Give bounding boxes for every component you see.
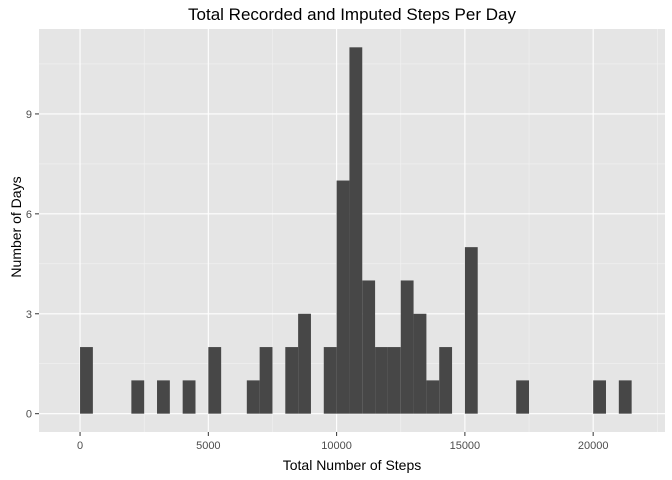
histogram-bar — [618, 380, 632, 414]
histogram-bar — [323, 347, 337, 414]
histogram-bar — [80, 347, 93, 414]
histogram-bar — [285, 347, 299, 414]
axis-ticks — [35, 113, 594, 436]
y-tick-label: 3 — [26, 309, 32, 321]
histogram-bar — [349, 47, 363, 414]
x-tick-label: 0 — [77, 440, 83, 452]
y-tick-label: 6 — [26, 209, 32, 221]
histogram-bar — [259, 347, 273, 414]
x-tick-label: 20000 — [578, 440, 609, 452]
x-tick-label: 5000 — [196, 440, 220, 452]
histogram-bar — [131, 380, 145, 414]
y-tick-label: 9 — [26, 109, 32, 121]
histogram-bar — [426, 380, 440, 414]
histogram-bar — [246, 380, 260, 414]
histogram-bar — [400, 280, 414, 414]
histogram-bar — [182, 380, 196, 414]
chart-title: Total Recorded and Imputed Steps Per Day — [188, 5, 516, 24]
x-axis-title: Total Number of Steps — [283, 457, 422, 473]
histogram-bar — [516, 380, 530, 414]
histogram-bar — [208, 347, 222, 414]
histogram-bar — [439, 347, 453, 414]
histogram-bar — [387, 347, 401, 414]
x-tick-label: 10000 — [321, 440, 352, 452]
x-tick-labels: 0 5000 10000 15000 20000 — [77, 440, 608, 452]
y-tick-label: 0 — [26, 409, 32, 421]
y-tick-labels: 0 3 6 9 — [26, 109, 32, 421]
x-tick-label: 15000 — [450, 440, 481, 452]
histogram-bar — [593, 380, 606, 414]
histogram-bar — [413, 313, 427, 414]
histogram-bars — [80, 47, 632, 414]
histogram-bar — [157, 380, 170, 414]
histogram-bar — [362, 280, 376, 414]
y-axis-title: Number of Days — [8, 176, 24, 277]
histogram-bar — [375, 347, 388, 414]
histogram-bar — [298, 313, 311, 414]
histogram-bar — [336, 180, 350, 414]
histogram-bar — [464, 247, 478, 414]
